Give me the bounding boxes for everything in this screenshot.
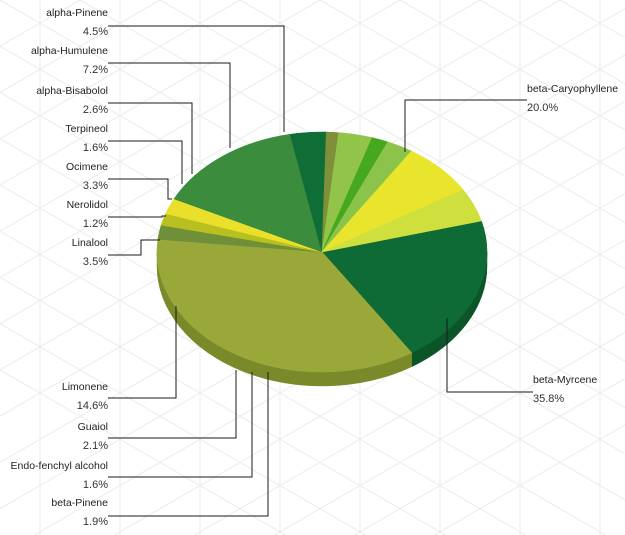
bg-line <box>0 276 446 535</box>
bg-line <box>0 0 401 232</box>
value-label: 4.5% <box>83 26 108 38</box>
bg-line <box>0 369 286 535</box>
bg-line <box>0 0 241 140</box>
label-ocimene: Ocimene 3.3% <box>66 161 172 200</box>
category-label: beta-Caryophyllene <box>527 83 618 95</box>
value-label: 14.6% <box>77 400 108 412</box>
label-nerolidol: Nerolidol 1.2% <box>67 199 166 230</box>
leader-line <box>108 178 172 200</box>
value-label: 1.2% <box>83 218 108 230</box>
value-label: 7.2% <box>83 64 108 76</box>
leader-line <box>108 239 160 256</box>
pie-slice-alpha-pinene <box>321 189 482 253</box>
pie-slice-limonene <box>173 133 323 253</box>
category-label: Endo-fenchyl alcohol <box>11 460 108 472</box>
label-beta-pinene: beta-Pinene 1.9% <box>51 372 269 528</box>
leader-line <box>108 62 231 148</box>
bg-line <box>239 0 625 224</box>
bg-line <box>319 0 625 177</box>
label-linalool: Linalool 3.5% <box>72 237 160 268</box>
bg-line <box>0 0 161 94</box>
leader-line <box>108 372 269 517</box>
category-label: alpha-Humulene <box>31 45 108 57</box>
bg-line <box>399 0 625 131</box>
leader-line <box>108 140 183 184</box>
pie-slice-beta-caryophyllene <box>321 220 488 354</box>
category-label: alpha-Pinene <box>46 7 108 19</box>
label-alpha-bisabolol: alpha-Bisabolol 2.6% <box>36 85 193 174</box>
bg-line <box>0 323 366 535</box>
bg-line <box>34 192 625 535</box>
bg-line <box>0 0 481 279</box>
category-label: beta-Pinene <box>51 497 108 509</box>
leader-line <box>108 25 285 132</box>
leader-line <box>108 215 166 218</box>
value-label: 3.3% <box>83 180 108 192</box>
category-label: alpha-Bisabolol <box>36 85 108 97</box>
bg-line <box>559 0 625 39</box>
pie-labels: beta-Caryophyllene 20.0% beta-Myrcene 35.8%… <box>11 7 619 528</box>
bg-line <box>274 331 625 535</box>
category-label: Guaiol <box>78 421 108 433</box>
leader-line <box>108 102 193 174</box>
value-label: 1.9% <box>83 516 108 528</box>
bg-line <box>0 0 561 325</box>
label-terpineol: Terpineol 1.6% <box>65 123 183 184</box>
category-label: Nerolidol <box>67 199 108 211</box>
label-alpha-pinene: alpha-Pinene 4.5% <box>46 7 285 132</box>
bg-line <box>0 230 526 535</box>
leader-line <box>108 306 177 399</box>
bg-line <box>0 0 321 186</box>
label-guaiol: Guaiol 2.1% <box>78 370 237 452</box>
value-label: 3.5% <box>83 256 108 268</box>
value-label: 1.6% <box>83 479 108 491</box>
bg-line <box>434 424 625 535</box>
leader-line <box>108 370 237 439</box>
bg-line <box>194 285 625 535</box>
category-label: beta-Myrcene <box>533 374 597 386</box>
leader-line <box>108 372 253 478</box>
label-alpha-humulene: alpha-Humulene 7.2% <box>31 45 231 148</box>
pie-slices <box>156 131 488 373</box>
value-label: 20.0% <box>527 102 558 114</box>
label-beta-caryophyllene: beta-Caryophyllene 20.0% <box>404 83 618 152</box>
label-endo-fenchyl-alcohol: Endo-fenchyl alcohol 1.6% <box>11 372 253 491</box>
bg-line <box>114 239 625 535</box>
label-limonene: Limonene 14.6% <box>62 306 177 412</box>
label-beta-myrcene: beta-Myrcene 35.8% <box>446 318 597 405</box>
leader-line <box>446 318 533 393</box>
category-label: Ocimene <box>66 161 108 173</box>
pie-slice-beta-myrcene <box>156 238 413 373</box>
category-label: Limonene <box>62 381 108 393</box>
value-label: 2.1% <box>83 440 108 452</box>
value-label: 2.6% <box>83 104 108 116</box>
value-label: 35.8% <box>533 393 564 405</box>
bg-line <box>0 184 606 535</box>
bg-line <box>79 0 625 316</box>
bg-line <box>354 377 625 535</box>
category-label: Terpineol <box>65 123 108 135</box>
value-label: 1.6% <box>83 142 108 154</box>
category-label: Linalool <box>72 237 108 249</box>
leader-line <box>404 99 527 152</box>
bg-line <box>159 0 625 270</box>
